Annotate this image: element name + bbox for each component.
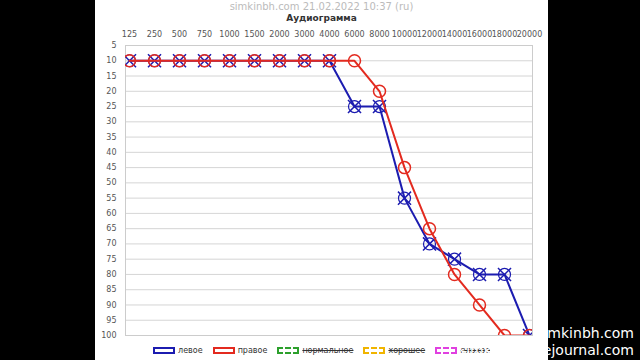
svg-text:250: 250 bbox=[147, 30, 162, 39]
svg-text:100: 100 bbox=[101, 331, 116, 340]
svg-text:1500: 1500 bbox=[244, 30, 264, 39]
svg-text:1000: 1000 bbox=[219, 30, 239, 39]
svg-text:45: 45 bbox=[106, 163, 116, 172]
svg-text:85: 85 bbox=[106, 285, 116, 294]
html-text:правое: правое bbox=[237, 345, 268, 355]
svg-text:25: 25 bbox=[106, 102, 116, 111]
svg-text:55: 55 bbox=[106, 194, 116, 203]
html-text:Аудиограмма: Аудиограмма bbox=[286, 13, 357, 23]
svg-text:16000: 16000 bbox=[467, 30, 492, 39]
html-text:нормальное: нормальное bbox=[302, 345, 354, 355]
svg-text:50: 50 bbox=[106, 178, 116, 187]
html-text:плохое: плохое bbox=[460, 345, 490, 355]
svg-text:10000: 10000 bbox=[392, 30, 417, 39]
html-text:хорошее: хорошее bbox=[388, 345, 426, 355]
svg-text:40: 40 bbox=[106, 148, 116, 157]
svg-text:8000: 8000 bbox=[369, 30, 389, 39]
svg-text:20: 20 bbox=[106, 87, 116, 96]
svg-text:12000: 12000 bbox=[417, 30, 442, 39]
svg-text:90: 90 bbox=[106, 301, 116, 310]
svg-text:125: 125 bbox=[122, 30, 137, 39]
svg-text:4000: 4000 bbox=[319, 30, 339, 39]
svg-text:750: 750 bbox=[197, 30, 212, 39]
svg-text:60: 60 bbox=[106, 209, 116, 218]
svg-text:2000: 2000 bbox=[269, 30, 289, 39]
svg-text:18000: 18000 bbox=[492, 30, 517, 39]
svg-text:5: 5 bbox=[111, 41, 116, 50]
html-text:левое: левое bbox=[178, 345, 203, 355]
svg-text:6000: 6000 bbox=[344, 30, 364, 39]
svg-text:30: 30 bbox=[106, 117, 116, 126]
svg-text:70: 70 bbox=[106, 239, 116, 248]
html-text:simkinbh.com 21.02.2022 10:37: simkinbh.com 21.02.2022 10:37 (ru) bbox=[229, 1, 414, 12]
svg-text:14000: 14000 bbox=[442, 30, 467, 39]
svg-text:15: 15 bbox=[106, 72, 116, 81]
svg-text:65: 65 bbox=[106, 224, 116, 233]
svg-text:75: 75 bbox=[106, 255, 116, 264]
html-text:simkinbh.com: simkinbh.com bbox=[536, 325, 634, 341]
svg-text:20000: 20000 bbox=[517, 30, 542, 39]
svg-text:95: 95 bbox=[106, 316, 116, 325]
svg-text:35: 35 bbox=[106, 133, 116, 142]
html-text:simkinbh.livejournal.com: simkinbh.livejournal.com bbox=[458, 342, 634, 358]
svg-text:3000: 3000 bbox=[294, 30, 314, 39]
svg-text:500: 500 bbox=[172, 30, 187, 39]
svg-text:80: 80 bbox=[106, 270, 116, 279]
svg-text:10: 10 bbox=[106, 56, 116, 65]
